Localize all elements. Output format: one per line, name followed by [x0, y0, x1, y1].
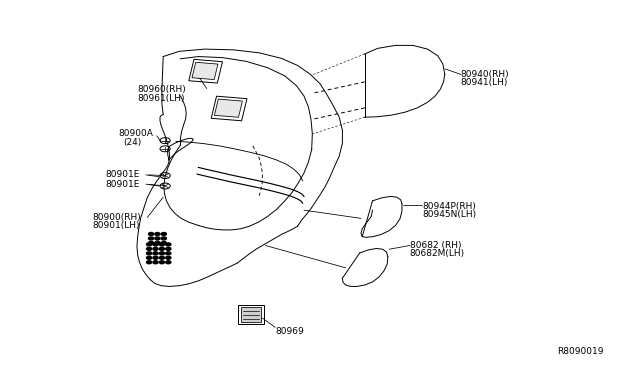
Circle shape: [159, 256, 164, 259]
Circle shape: [148, 241, 154, 244]
Text: 80961(LH): 80961(LH): [138, 94, 185, 103]
Text: 80900A: 80900A: [118, 129, 153, 138]
Text: 80901E: 80901E: [106, 180, 140, 189]
Circle shape: [166, 247, 171, 250]
Text: 80900(RH): 80900(RH): [93, 213, 141, 222]
Circle shape: [159, 261, 164, 264]
Text: 80682 (RH): 80682 (RH): [410, 241, 461, 250]
Circle shape: [153, 247, 158, 250]
Circle shape: [153, 256, 158, 259]
Circle shape: [166, 252, 171, 255]
Text: (24): (24): [124, 138, 142, 147]
Text: 80960(RH): 80960(RH): [138, 85, 186, 94]
Circle shape: [159, 247, 164, 250]
Circle shape: [147, 252, 152, 255]
Circle shape: [166, 243, 171, 246]
Circle shape: [166, 261, 171, 264]
Text: 80944P(RH): 80944P(RH): [422, 202, 476, 211]
Text: 80682M(LH): 80682M(LH): [410, 249, 465, 258]
Circle shape: [153, 252, 158, 255]
Circle shape: [153, 243, 158, 246]
Circle shape: [155, 241, 160, 244]
Circle shape: [166, 256, 171, 259]
Text: 80941(LH): 80941(LH): [461, 78, 508, 87]
Circle shape: [159, 252, 164, 255]
Circle shape: [148, 232, 154, 235]
Circle shape: [147, 243, 152, 246]
Circle shape: [161, 241, 166, 244]
Circle shape: [155, 232, 160, 235]
Circle shape: [147, 261, 152, 264]
Bar: [211, 96, 247, 121]
Circle shape: [148, 237, 154, 240]
Circle shape: [161, 232, 166, 235]
Text: 80901E: 80901E: [106, 170, 140, 179]
Bar: [192, 62, 218, 80]
Circle shape: [147, 247, 152, 250]
Bar: [241, 307, 261, 322]
Circle shape: [155, 237, 160, 240]
Bar: [189, 60, 223, 83]
Text: 80969: 80969: [275, 327, 304, 336]
Circle shape: [147, 256, 152, 259]
Bar: [238, 305, 264, 324]
Circle shape: [159, 243, 164, 246]
Bar: [214, 99, 243, 117]
Text: R8090019: R8090019: [557, 347, 604, 356]
Text: 80945N(LH): 80945N(LH): [422, 210, 477, 219]
Text: 80940(RH): 80940(RH): [461, 70, 509, 79]
Circle shape: [161, 237, 166, 240]
Text: 80901(LH): 80901(LH): [93, 221, 140, 230]
Circle shape: [153, 261, 158, 264]
